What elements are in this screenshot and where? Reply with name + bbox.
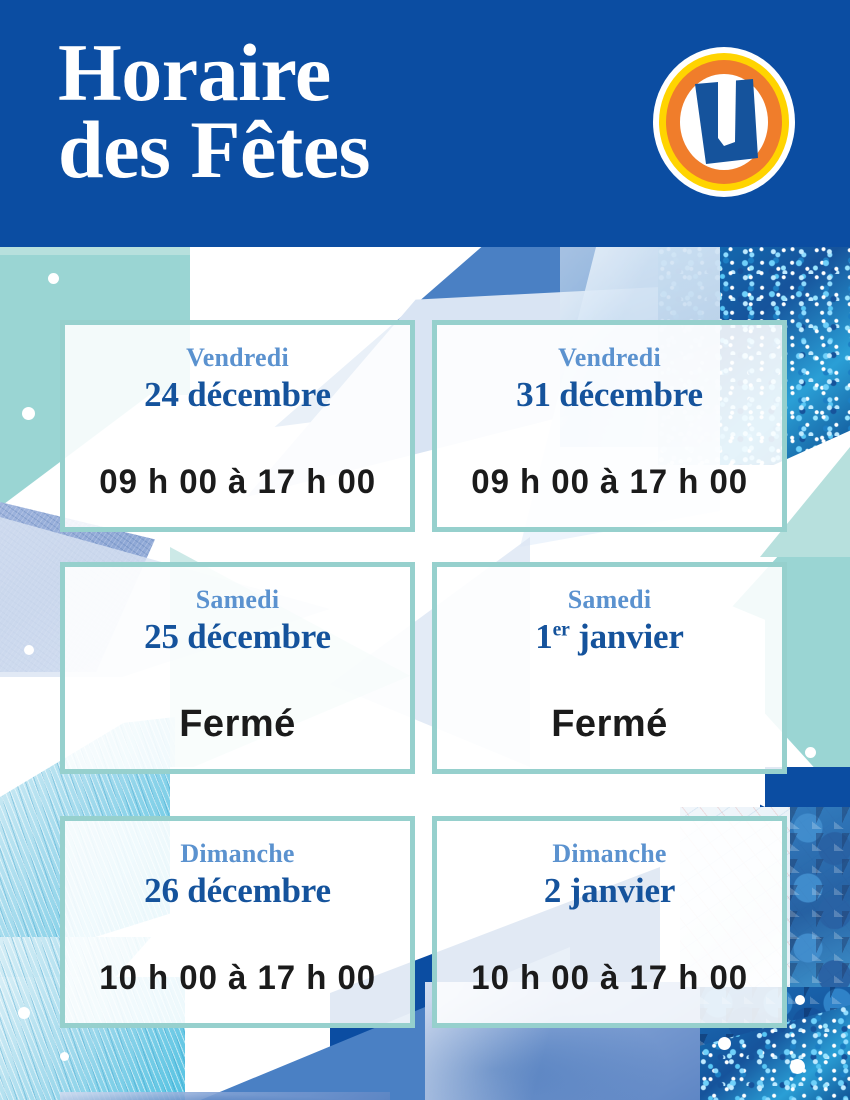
bg-teal-strip-topleft — [0, 247, 190, 255]
schedule-card-4[interactable]: Dimanche 26 décembre 10 h 00 à 17 h 00 — [60, 816, 415, 1028]
schedule-card-2[interactable]: Samedi 25 décembre Fermé — [60, 562, 415, 774]
card-date: 2 janvier — [543, 871, 676, 910]
card-date: 24 décembre — [144, 375, 331, 414]
card-date-main: 1 — [535, 617, 553, 656]
card-date-main: 31 décembre — [516, 375, 703, 414]
card-date-suffix: er — [552, 619, 570, 641]
bg-dot — [48, 273, 59, 284]
schedule-card-5[interactable]: Dimanche 2 janvier 10 h 00 à 17 h 00 — [432, 816, 787, 1028]
card-weekday: Samedi — [567, 585, 652, 614]
card-weekday: Dimanche — [552, 839, 667, 868]
card-date-main: 25 décembre — [144, 617, 331, 656]
card-date-main: 26 décembre — [144, 871, 331, 910]
card-date: 1er janvier — [535, 617, 684, 656]
bg-dot — [42, 497, 51, 506]
bg-dot — [18, 1007, 30, 1019]
card-date-tail: janvier — [569, 617, 684, 656]
header-banner: Horaire des Fêtes — [0, 0, 850, 247]
card-weekday: Vendredi — [558, 343, 661, 372]
card-date-main: 24 décembre — [144, 375, 331, 414]
bg-dot — [220, 1042, 232, 1054]
bg-dot — [24, 645, 34, 655]
card-date: 31 décembre — [516, 375, 703, 414]
bg-dot — [790, 1059, 805, 1074]
bg-dot — [718, 1037, 731, 1050]
bg-texture-crumble-right — [790, 807, 850, 987]
card-date: 25 décembre — [144, 617, 331, 656]
card-date-main: 2 janvier — [543, 871, 676, 910]
bg-dot — [60, 1052, 69, 1061]
uniprix-logo — [652, 46, 796, 198]
schedule-card-1[interactable]: Vendredi 31 décembre 09 h 00 à 17 h 00 — [432, 320, 787, 532]
card-hours: 10 h 00 à 17 h 00 — [99, 959, 376, 998]
bg-dot — [725, 530, 737, 542]
card-hours: 09 h 00 à 17 h 00 — [471, 463, 748, 502]
bg-dot — [22, 407, 35, 420]
card-weekday: Dimanche — [180, 839, 295, 868]
bg-dot — [198, 807, 209, 818]
card-weekday: Vendredi — [186, 343, 289, 372]
schedule-card-0[interactable]: Vendredi 24 décembre 09 h 00 à 17 h 00 — [60, 320, 415, 532]
bg-dot — [795, 995, 805, 1005]
page-title: Horaire des Fêtes — [58, 27, 371, 196]
card-hours: 10 h 00 à 17 h 00 — [471, 959, 748, 998]
schedule-card-3[interactable]: Samedi 1er janvier Fermé — [432, 562, 787, 774]
bg-dot — [805, 747, 816, 758]
card-date: 26 décembre — [144, 871, 331, 910]
card-weekday: Samedi — [195, 585, 280, 614]
card-hours: Fermé — [179, 703, 296, 746]
card-hours: 09 h 00 à 17 h 00 — [99, 463, 376, 502]
card-hours: Fermé — [551, 703, 668, 746]
bg-texture-paint-bottom — [60, 1092, 390, 1100]
